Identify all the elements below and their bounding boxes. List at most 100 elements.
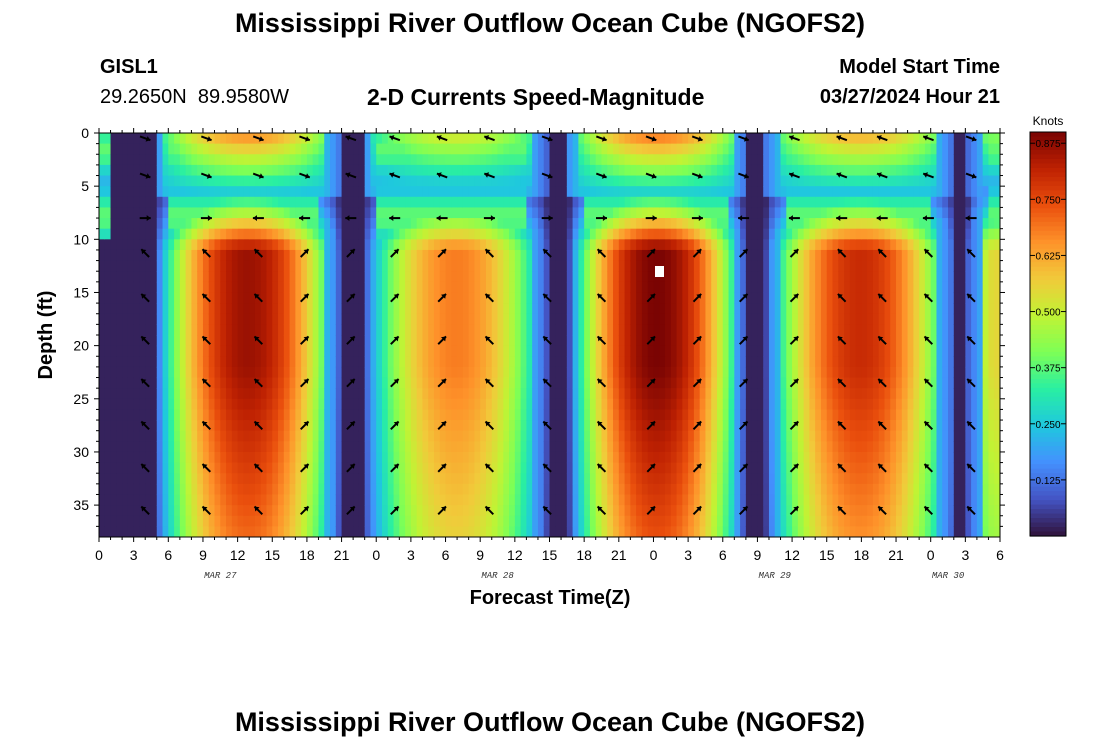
- heat-cell: [711, 239, 718, 251]
- heat-cell: [480, 388, 487, 400]
- heat-cell: [272, 207, 279, 219]
- heat-cell: [480, 292, 487, 304]
- heat-cell: [347, 154, 354, 166]
- heat-cell: [526, 388, 533, 400]
- heat-cell: [688, 228, 695, 240]
- heat-cell: [722, 335, 730, 347]
- heat-cell: [127, 218, 135, 230]
- heat-cell: [722, 164, 730, 177]
- heat-cell: [514, 228, 522, 240]
- heat-cell: [405, 366, 412, 379]
- heat-cell: [335, 228, 343, 240]
- heat-cell: [624, 249, 631, 262]
- heat-cell: [306, 409, 314, 421]
- heat-cell: [636, 335, 643, 347]
- heat-cell: [387, 143, 395, 155]
- heat-cell: [491, 271, 499, 283]
- heat-cell: [312, 303, 320, 315]
- heat-cell: [433, 494, 441, 506]
- heat-cell: [278, 239, 285, 251]
- heat-cell: [497, 388, 504, 400]
- heat-cell: [757, 143, 764, 155]
- heat-cell: [676, 292, 683, 304]
- heat-cell: [156, 430, 164, 442]
- heat-cell: [815, 292, 822, 304]
- heat-cell: [145, 324, 152, 336]
- heat-cell: [231, 483, 239, 496]
- heat-cell: [509, 335, 516, 347]
- heat-cell: [572, 228, 579, 240]
- heat-cell: [803, 451, 811, 464]
- heat-cell: [295, 218, 302, 230]
- heat-cell: [405, 494, 412, 506]
- heat-cell: [145, 175, 152, 187]
- heat-cell: [214, 494, 221, 506]
- heat-cell: [191, 228, 198, 240]
- heat-cell: [295, 303, 302, 315]
- heat-cell: [162, 388, 169, 400]
- heat-cell: [226, 143, 233, 155]
- heat-cell: [295, 196, 302, 209]
- heat-cell: [768, 175, 776, 187]
- heat-cell: [636, 133, 643, 145]
- heat-cell: [422, 388, 429, 400]
- heat-cell: [584, 366, 591, 379]
- heat-cell: [514, 143, 522, 155]
- heat-cell: [820, 398, 828, 411]
- heat-cell: [278, 303, 285, 315]
- heat-cell: [122, 377, 129, 389]
- heat-cell: [260, 154, 268, 166]
- heat-cell: [162, 281, 169, 294]
- heat-cell: [347, 515, 354, 527]
- heat-cell: [682, 164, 689, 177]
- heat-cell: [497, 313, 504, 325]
- heat-cell: [763, 441, 770, 453]
- heat-cell: [272, 303, 279, 315]
- heat-cell: [509, 505, 516, 517]
- heat-cell: [780, 398, 787, 411]
- heat-cell: [757, 303, 764, 315]
- heat-cell: [491, 207, 499, 219]
- heat-cell: [335, 143, 343, 155]
- heat-cell: [462, 505, 470, 517]
- heat-cell: [318, 462, 325, 474]
- heat-cell: [416, 218, 424, 230]
- heat-cell: [364, 451, 372, 464]
- heat-cell: [803, 239, 811, 251]
- heat-cell: [462, 292, 470, 304]
- heat-cell: [613, 324, 620, 336]
- heat-cell: [832, 356, 839, 368]
- heat-cell: [549, 494, 556, 506]
- heat-cell: [156, 239, 164, 251]
- heat-cell: [491, 451, 499, 464]
- heat-cell: [503, 207, 510, 219]
- heat-cell: [410, 228, 418, 240]
- heat-cell: [370, 441, 377, 453]
- heat-cell: [722, 451, 730, 464]
- heat-cell: [168, 196, 175, 209]
- heat-cell: [630, 409, 637, 421]
- heat-cell: [127, 526, 135, 537]
- heat-cell: [110, 526, 117, 537]
- heat-cell: [815, 345, 822, 357]
- heat-cell: [462, 239, 470, 251]
- heat-cell: [688, 366, 695, 379]
- heat-cell: [174, 143, 181, 155]
- heat-cell: [803, 228, 811, 240]
- heat-cell: [740, 239, 747, 251]
- heat-cell: [815, 473, 822, 485]
- heat-cell: [150, 335, 158, 347]
- heat-cell: [497, 239, 504, 251]
- heat-cell: [584, 377, 591, 389]
- heat-cell: [826, 313, 834, 325]
- heat-cell: [145, 207, 152, 219]
- heat-cell: [399, 515, 406, 527]
- heat-cell: [191, 292, 198, 304]
- heat-cell: [122, 260, 129, 272]
- heat-cell: [445, 281, 452, 294]
- heat-cell: [451, 526, 458, 537]
- heat-cell: [491, 175, 499, 187]
- heat-cell: [809, 409, 816, 421]
- heat-cell: [809, 335, 816, 347]
- heat-cell: [197, 494, 204, 506]
